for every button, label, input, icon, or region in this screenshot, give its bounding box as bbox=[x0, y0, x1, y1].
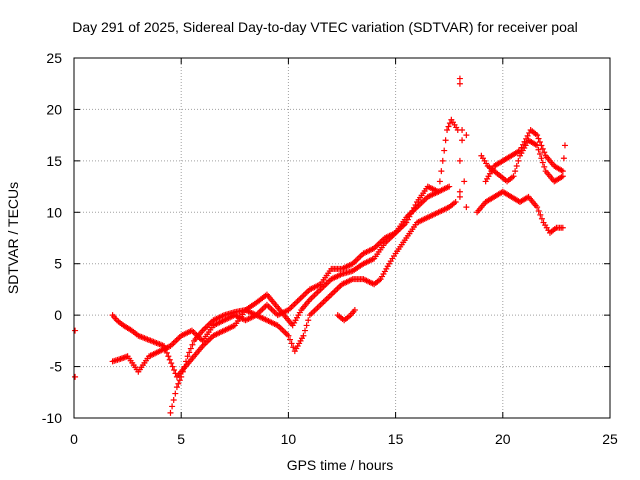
data-point bbox=[438, 168, 445, 175]
data-point bbox=[302, 327, 309, 334]
data-point bbox=[165, 353, 172, 360]
data-point bbox=[189, 341, 196, 348]
data-point bbox=[288, 340, 295, 347]
data-point bbox=[72, 373, 79, 380]
data-point bbox=[535, 135, 542, 142]
data-point bbox=[187, 345, 194, 352]
data-point bbox=[535, 146, 542, 153]
data-point bbox=[559, 224, 566, 231]
data-point bbox=[510, 173, 517, 180]
y-tick-label: 5 bbox=[54, 256, 62, 272]
y-tick-label: 25 bbox=[46, 50, 62, 66]
data-point bbox=[446, 183, 453, 190]
data-point bbox=[170, 397, 177, 403]
data-point bbox=[351, 307, 358, 313]
x-tick-label: 25 bbox=[602, 431, 618, 447]
x-tick-label: 20 bbox=[495, 431, 511, 447]
data-point bbox=[541, 149, 548, 156]
y-axis-ticks: -10 -5 0 5 10 15 20 25 bbox=[42, 50, 610, 426]
data-point bbox=[169, 363, 176, 370]
data-point bbox=[446, 120, 453, 127]
data-point bbox=[463, 132, 470, 139]
data-point bbox=[444, 127, 451, 133]
data-point bbox=[168, 360, 175, 367]
y-tick-label: -10 bbox=[42, 410, 62, 426]
data-point bbox=[452, 199, 459, 205]
data-point bbox=[534, 204, 541, 211]
data-point bbox=[171, 367, 178, 373]
data-point bbox=[442, 137, 449, 144]
data-markers bbox=[72, 75, 568, 416]
data-point bbox=[445, 123, 452, 130]
data-point bbox=[166, 356, 173, 363]
x-tick-label: 15 bbox=[388, 431, 404, 447]
plot-frame bbox=[73, 57, 611, 419]
data-point bbox=[541, 163, 548, 170]
y-tick-label: 15 bbox=[46, 153, 62, 169]
data-point bbox=[300, 332, 307, 339]
data-point bbox=[162, 346, 169, 353]
y-tick-label: 10 bbox=[46, 204, 62, 220]
data-point bbox=[559, 168, 566, 175]
x-axis-label: GPS time / hours bbox=[287, 457, 394, 473]
data-point bbox=[172, 390, 179, 397]
data-point bbox=[184, 353, 191, 360]
data-point bbox=[186, 349, 193, 356]
data-point bbox=[459, 127, 466, 133]
data-point bbox=[538, 142, 545, 149]
data-point bbox=[173, 384, 180, 391]
data-point bbox=[456, 80, 463, 87]
data-point bbox=[536, 151, 543, 157]
data-point bbox=[305, 317, 312, 324]
data-point bbox=[176, 377, 183, 384]
x-tick-label: 10 bbox=[281, 431, 297, 447]
y-tick-label: 0 bbox=[54, 307, 62, 323]
y-tick-label: -5 bbox=[50, 359, 63, 375]
y-axis-label: SDTVAR / TECUs bbox=[5, 182, 21, 294]
y-tick-label: 20 bbox=[46, 101, 62, 117]
data-point bbox=[515, 157, 522, 164]
data-point bbox=[463, 204, 470, 211]
data-point bbox=[456, 188, 463, 195]
data-point bbox=[461, 178, 468, 185]
x-axis-ticks: 0 5 10 15 20 25 bbox=[70, 58, 618, 447]
grid-lines bbox=[74, 58, 610, 418]
data-point bbox=[538, 215, 545, 222]
data-point bbox=[459, 137, 466, 144]
data-point bbox=[559, 173, 566, 180]
data-point bbox=[512, 168, 519, 175]
data-point bbox=[535, 208, 542, 214]
data-point bbox=[163, 349, 170, 356]
data-point bbox=[456, 193, 463, 200]
data-point bbox=[456, 75, 463, 82]
data-point bbox=[290, 344, 297, 351]
data-point bbox=[560, 155, 567, 162]
data-point bbox=[72, 327, 79, 334]
x-tick-label: 5 bbox=[177, 431, 185, 447]
data-point bbox=[561, 142, 568, 149]
chart-title: Day 291 of 2025, Sidereal Day-to-day VTE… bbox=[72, 19, 578, 35]
data-point bbox=[303, 322, 310, 329]
data-point bbox=[436, 178, 443, 185]
data-point bbox=[169, 403, 176, 410]
data-point bbox=[441, 147, 448, 154]
x-tick-label: 0 bbox=[70, 431, 78, 447]
data-point bbox=[539, 145, 546, 152]
data-point bbox=[439, 157, 446, 164]
data-point bbox=[175, 380, 182, 387]
data-point bbox=[534, 132, 541, 139]
data-point bbox=[536, 139, 543, 145]
data-point bbox=[285, 332, 292, 339]
data-point bbox=[513, 163, 520, 169]
data-point bbox=[456, 157, 463, 164]
data-point bbox=[287, 336, 294, 343]
data-point bbox=[161, 343, 168, 349]
data-point bbox=[537, 211, 544, 218]
data-point bbox=[538, 155, 545, 162]
data-point bbox=[539, 159, 546, 166]
data-point bbox=[167, 409, 174, 416]
